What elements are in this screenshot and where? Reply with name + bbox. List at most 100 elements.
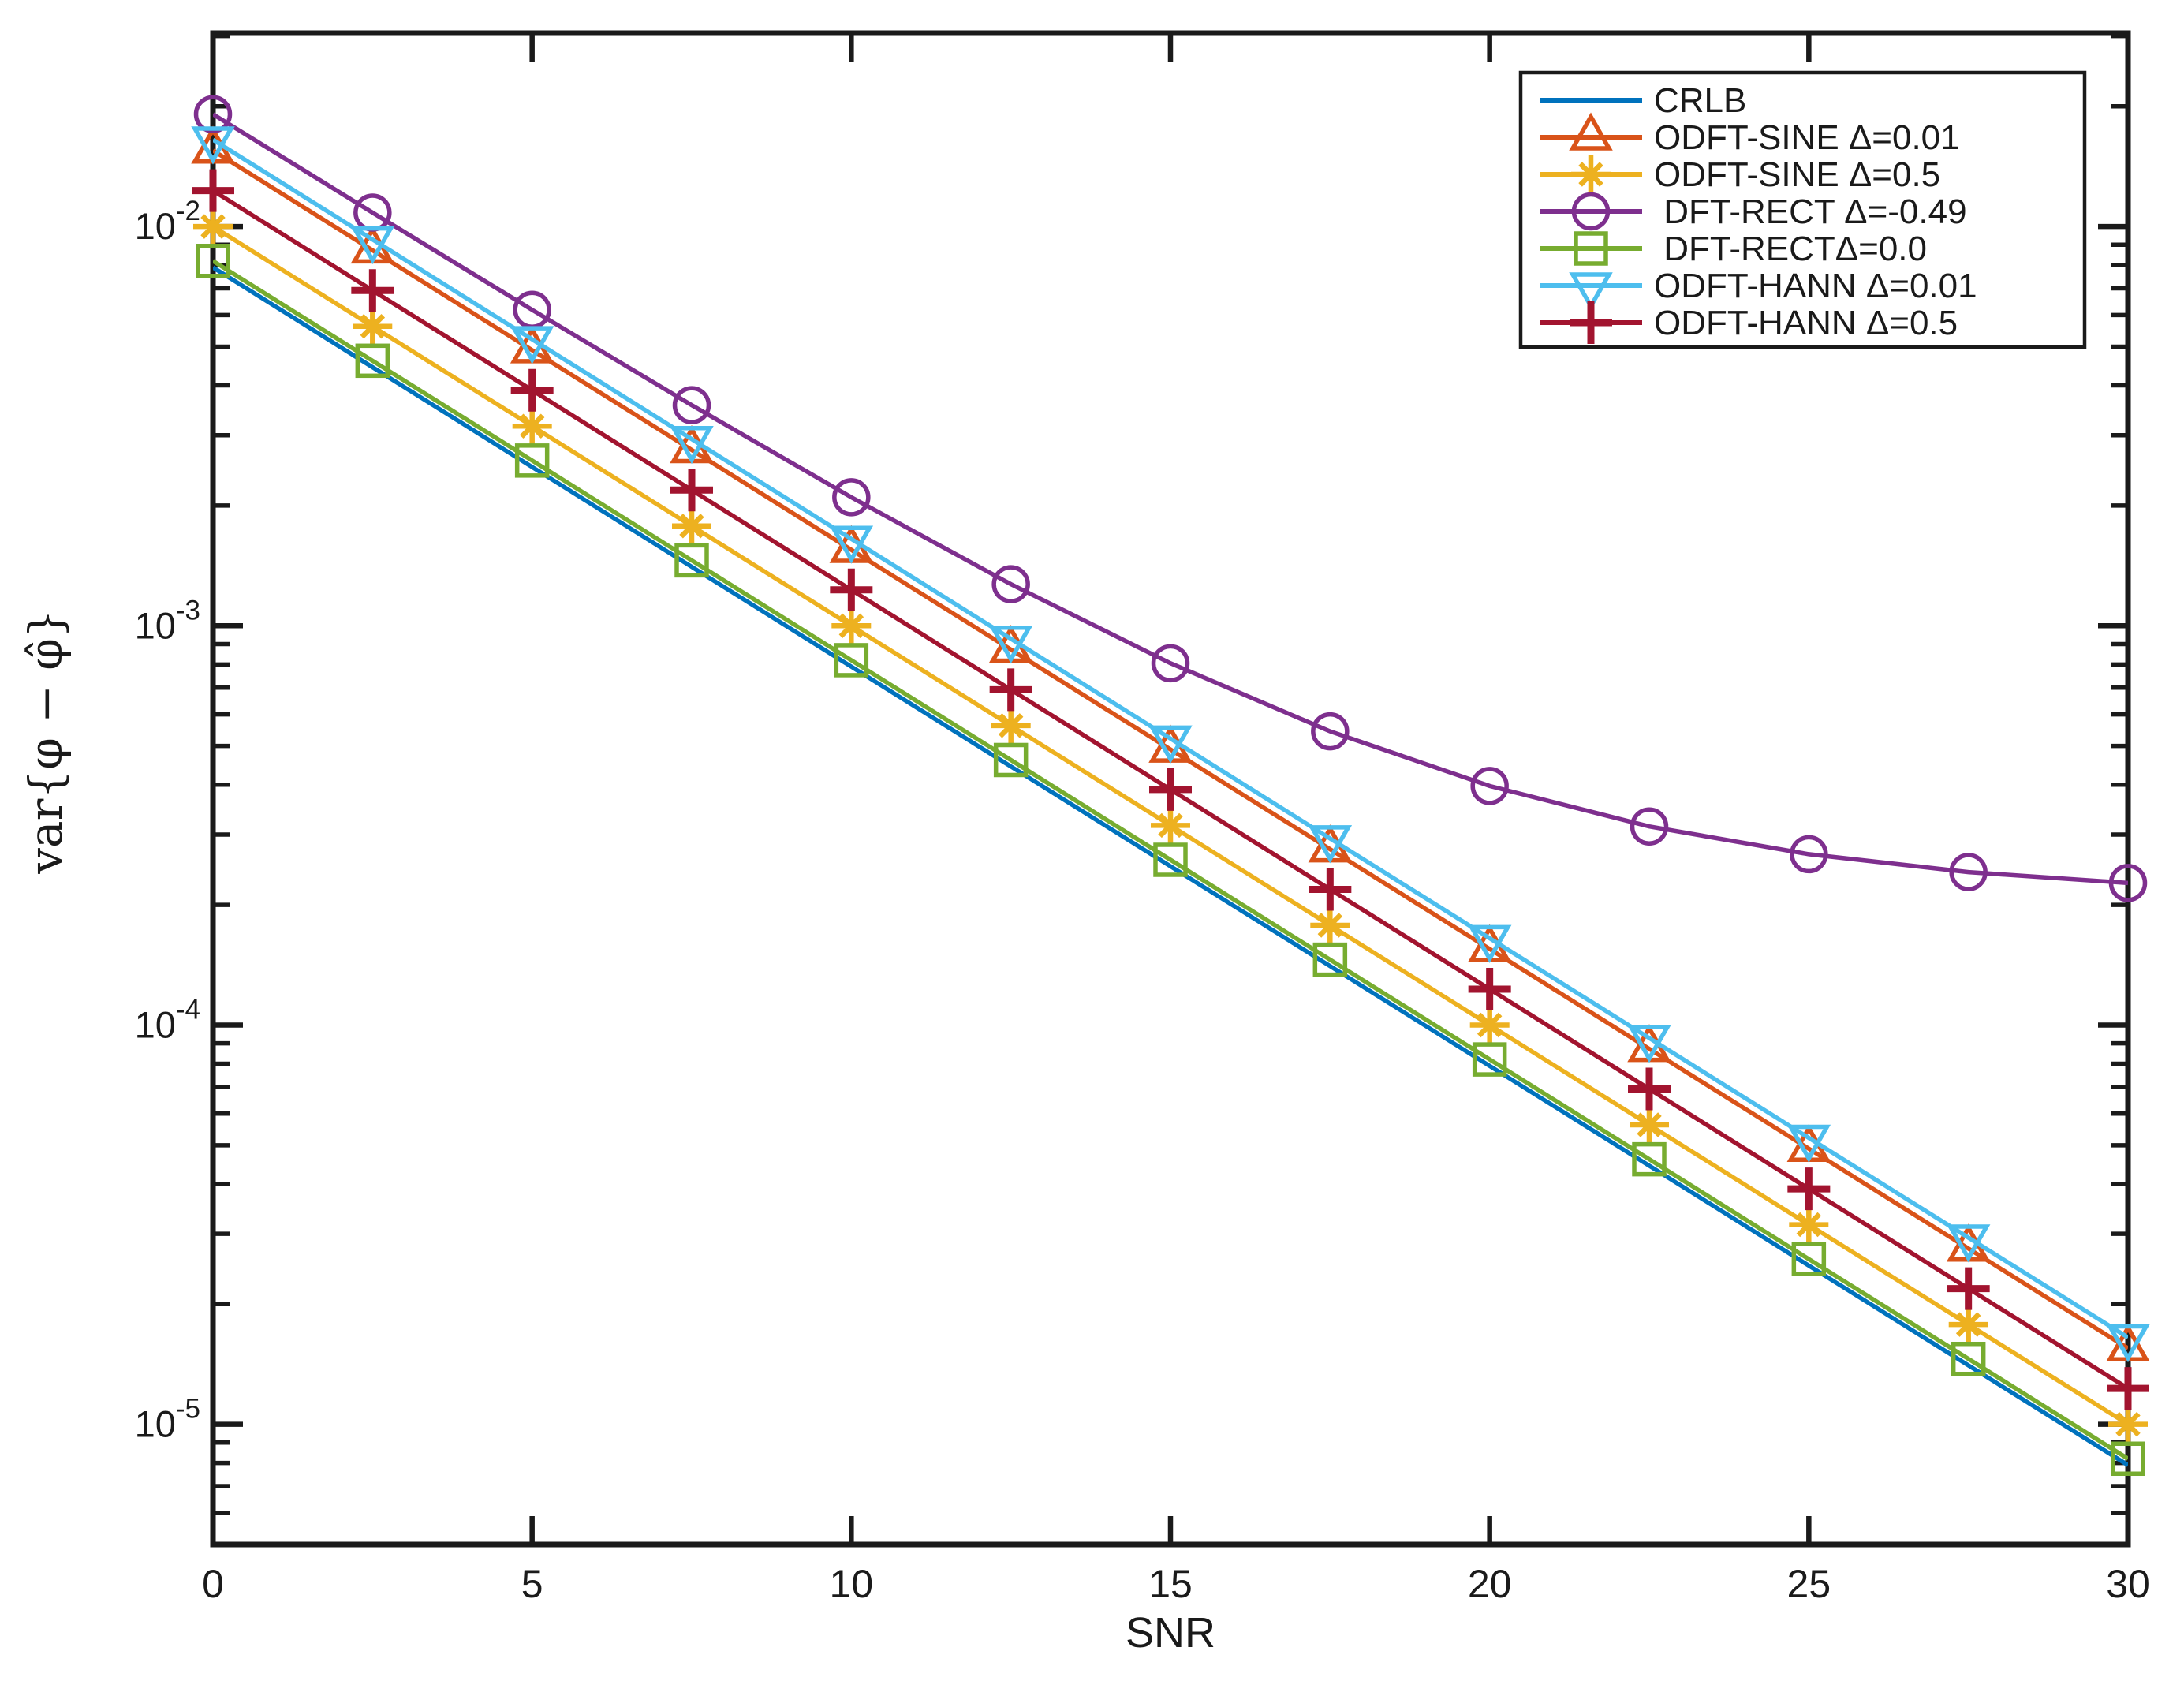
square-marker [834,643,869,678]
legend-label: ODFT-SINE Δ=0.5 [1654,155,1940,194]
circle-marker [1949,853,1988,891]
x-tick-label: 15 [1148,1562,1193,1606]
asterisk-marker [1469,1005,1510,1045]
triangle-down-marker [350,226,395,265]
circle-marker [672,386,711,424]
plus-marker [351,269,394,312]
asterisk-marker [991,705,1031,745]
triangle-up-marker [1569,112,1613,151]
x-tick-label: 30 [2106,1562,2150,1606]
plus-marker [1947,1267,1990,1310]
legend-label: DFT-RECT Δ=-0.49 [1654,192,1967,231]
x-tick-label: 25 [1787,1562,1831,1606]
square-marker [1951,1341,1986,1376]
tick-labels: 0 5 10 15 20 25 30 10-2 10-3 10-4 10-5 [135,196,2150,1606]
triangle-down-marker [1569,272,1613,311]
circle-marker [832,478,871,517]
series-dft-rect-0-0 [196,244,2145,1477]
legend-entry: DFT-RECT Δ=-0.49 [1540,192,1967,231]
legend-entry: ODFT-HANN Δ=0.01 [1540,267,1977,311]
circle-marker [2108,864,2148,902]
plus-marker [989,668,1032,712]
legend-entry: ODFT-SINE Δ=0.5 [1540,155,1940,194]
plus-marker [1628,1067,1671,1111]
legend-entry: CRLB [1540,81,1746,120]
legend-label: DFT-RECTΔ=0.0 [1654,230,1927,268]
plus-marker [670,469,713,512]
series-odft-hann-0-01 [191,126,2150,1363]
triangle-down-marker [829,525,874,564]
legend-entry: DFT-RECTΔ=0.0 [1540,230,1927,268]
plus-marker [1570,301,1612,344]
circle-marker [1311,712,1350,751]
legend-entry: ODFT-SINE Δ=0.01 [1540,112,1960,157]
legend-entry: ODFT-HANN Δ=0.5 [1540,301,1958,344]
y-axis-label: var{φ − φ̂} [19,609,73,875]
asterisk-marker [1310,905,1350,946]
legend-label: ODFT-HANN Δ=0.01 [1654,267,1977,305]
x-tick-label: 20 [1468,1562,1512,1606]
plus-marker [1149,768,1192,811]
asterisk-marker [1571,155,1611,194]
circle-marker [1630,807,1669,846]
asterisk-marker [2107,1404,2149,1444]
circle-marker [991,565,1030,603]
triangle-down-marker [1467,924,1512,963]
y-tick-label: 10-3 [135,595,200,646]
series-dft-rect-0-49 [193,95,2148,902]
square-marker [355,343,390,379]
series-line [213,265,2128,1467]
square-marker [1153,842,1188,877]
series-line [213,259,2128,1461]
circle-marker [1571,192,1611,231]
triangle-down-marker [1308,825,1353,864]
series-line [213,148,2128,1350]
asterisk-marker [831,606,872,646]
x-axis-label: SNR [1126,1609,1215,1657]
triangle-down-marker [191,126,235,165]
triangle-down-marker [988,626,1033,664]
legend-label: CRLB [1654,81,1746,120]
plus-marker [510,368,554,412]
plus-marker [1309,868,1352,911]
triangle-down-marker [1627,1025,1671,1063]
legend-label: ODFT-SINE Δ=0.01 [1654,118,1960,157]
triangle-down-marker [1148,725,1193,764]
asterisk-marker [1151,805,1190,846]
y-tick-label: 10-2 [135,196,200,247]
square-marker [196,244,230,278]
x-tick-label: 5 [521,1562,543,1606]
y-tick-label: 10-4 [135,994,200,1045]
triangle-down-marker [1946,1224,1991,1263]
square-marker [514,443,550,478]
series-line [213,137,2128,1339]
circle-marker [1470,767,1509,805]
plus-marker [1787,1167,1831,1211]
asterisk-marker [512,406,552,446]
x-tick-label: 10 [830,1562,874,1606]
square-marker [1574,231,1608,266]
square-marker [993,742,1029,778]
plus-marker [2107,1367,2149,1410]
data-series [191,95,2150,1477]
x-tick-label: 0 [202,1562,224,1606]
circle-marker [1151,644,1190,683]
asterisk-marker [353,306,393,346]
square-marker [1472,1042,1507,1077]
asterisk-marker [192,207,233,247]
square-marker [1632,1141,1667,1177]
square-marker [674,543,709,578]
asterisk-marker [1789,1205,1829,1245]
triangle-down-marker [2106,1324,2150,1363]
circle-marker [1790,835,1828,874]
asterisk-marker [671,506,712,546]
triangle-down-marker [510,326,554,364]
triangle-down-marker [670,425,714,465]
square-marker [2111,1441,2145,1477]
asterisk-marker [1948,1305,1988,1345]
series-odft-hann-0-5 [192,169,2149,1410]
y-tick-label: 10-5 [135,1394,200,1445]
